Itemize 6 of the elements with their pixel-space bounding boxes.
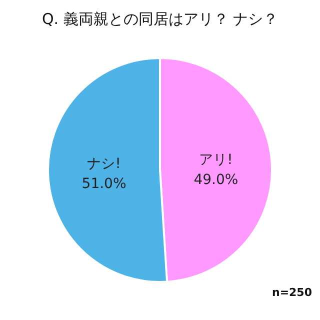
sample-size-note: n=250 [272, 286, 312, 299]
data-label: 49.0% [194, 172, 238, 188]
slice-label: ナシ! [87, 156, 121, 172]
slice-label: アリ! [199, 152, 233, 168]
chart-title: Q. 義両親との同居はアリ？ ナシ？ [40, 10, 280, 29]
data-label: 51.0% [82, 176, 126, 192]
